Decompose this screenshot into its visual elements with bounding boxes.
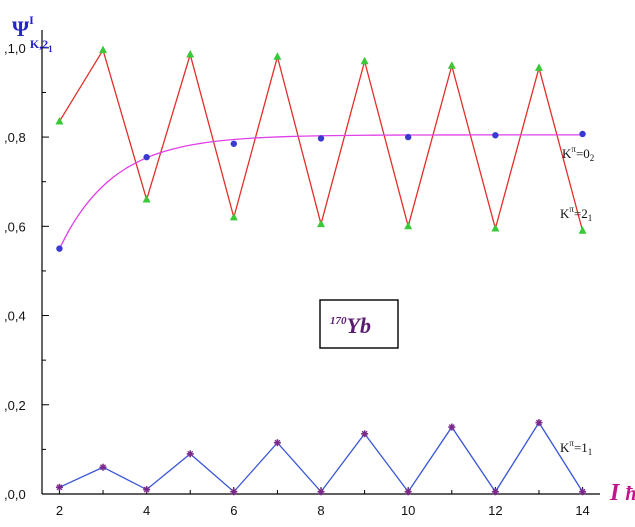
data-point-circle xyxy=(317,135,325,142)
series-label: Kπ=21 xyxy=(560,204,592,223)
y-tick-label: ,1,0 xyxy=(4,41,26,56)
series-label: Kπ=11 xyxy=(560,438,592,457)
nucleus-annotation: 170Yb xyxy=(319,299,399,349)
data-point-circle xyxy=(404,133,412,141)
data-point-star xyxy=(317,488,325,496)
star-bar xyxy=(492,488,499,495)
x-tick-label: 6 xyxy=(230,503,237,518)
x-axis-label: Iħ xyxy=(609,480,635,506)
data-point-star xyxy=(404,488,412,496)
data-point-triangle xyxy=(55,116,64,125)
data-point-triangle xyxy=(578,226,587,234)
annotation-text: 170Yb xyxy=(330,313,371,338)
data-point-triangle xyxy=(360,56,369,65)
star-bar xyxy=(274,439,281,446)
data-point-star xyxy=(230,488,238,496)
data-point-triangle xyxy=(447,61,456,69)
data-point-triangle xyxy=(99,45,108,54)
data-point-star xyxy=(535,419,543,427)
data-point-star xyxy=(448,423,456,431)
plot-frame xyxy=(41,30,600,495)
data-point-triangle xyxy=(534,63,543,71)
data-point-triangle xyxy=(273,52,282,60)
data-point-triangle xyxy=(317,219,325,228)
star-bar xyxy=(100,464,106,471)
data-point-star xyxy=(55,483,63,491)
series-label: Kπ=02 xyxy=(562,144,594,163)
x-tick-label: 10 xyxy=(401,503,415,518)
series-line xyxy=(59,421,584,493)
y-tick-label: ,0,2 xyxy=(4,398,26,413)
data-point-star xyxy=(273,439,281,447)
star-bar xyxy=(230,488,237,495)
series-lines xyxy=(58,48,584,493)
y-tick-label: ,0,4 xyxy=(4,309,26,324)
data-point-triangle xyxy=(142,195,151,203)
star-bar xyxy=(448,424,455,431)
star-bar xyxy=(187,450,194,457)
data-point-star xyxy=(143,486,151,494)
data-point-star xyxy=(361,430,369,438)
star-bar xyxy=(143,486,150,493)
x-tick-label: 12 xyxy=(488,503,502,518)
y-tick-label: ,0,0 xyxy=(4,487,26,502)
star-bar xyxy=(56,484,63,491)
x-tick-label: 14 xyxy=(575,503,589,518)
x-tick-label: 2 xyxy=(56,503,63,518)
data-point-star xyxy=(491,488,499,496)
star-bar xyxy=(405,488,412,495)
x-tick-label: 8 xyxy=(317,503,324,518)
data-point-circle xyxy=(230,140,238,147)
data-point-circle xyxy=(56,245,63,252)
x-tick-label: 4 xyxy=(143,503,150,518)
data-point-circle xyxy=(579,130,586,138)
star-bar xyxy=(536,419,542,426)
series-labels: Kπ=21 Kπ=02 Kπ=11 xyxy=(560,144,594,457)
star-bar xyxy=(361,430,368,437)
y-tick-label: ,0,8 xyxy=(4,130,26,145)
data-point-triangle xyxy=(186,50,195,58)
series-markers xyxy=(55,45,587,496)
y-tick-label: ,0,6 xyxy=(4,219,26,234)
star-bar xyxy=(318,488,324,495)
star-bar xyxy=(579,488,586,495)
y-axis-label: ΨI K,21 xyxy=(12,13,53,54)
data-point-star xyxy=(579,488,587,496)
data-point-circle xyxy=(492,132,499,139)
data-point-triangle xyxy=(491,224,500,232)
data-point-triangle xyxy=(404,221,413,230)
tick-labels: 2 4 6 8 10 12 14 ,0,0 ,0,2 ,0,4 ,0,6 ,0,8 ,1,0 xyxy=(4,41,590,518)
axis-ticks xyxy=(42,47,584,495)
annotation-box xyxy=(319,299,399,349)
data-point-star xyxy=(99,463,107,471)
data-point-circle xyxy=(143,153,150,161)
series-line xyxy=(58,134,583,249)
data-point-triangle xyxy=(229,212,238,221)
data-point-star xyxy=(186,450,194,458)
